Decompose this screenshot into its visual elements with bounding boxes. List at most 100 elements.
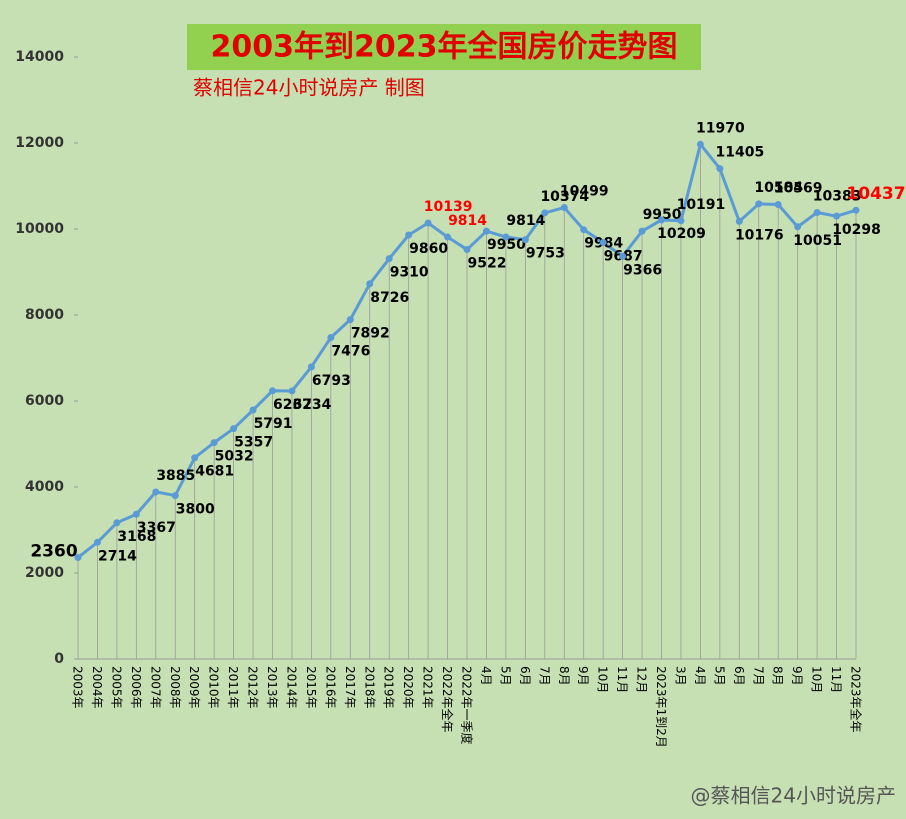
data-point bbox=[521, 236, 529, 244]
data-label: 10569 bbox=[774, 181, 823, 197]
data-label: 2714 bbox=[98, 548, 137, 564]
data-label: 10499 bbox=[560, 184, 609, 200]
x-tick-label: 2013年 bbox=[265, 666, 279, 709]
data-point bbox=[813, 209, 821, 217]
y-tick-label: 0 bbox=[54, 651, 64, 667]
data-point bbox=[366, 280, 374, 288]
data-label: 6793 bbox=[312, 373, 351, 389]
data-point bbox=[288, 387, 296, 395]
x-tick-label: 5月 bbox=[498, 666, 512, 686]
data-label: 9860 bbox=[409, 241, 448, 257]
data-point bbox=[346, 316, 354, 324]
y-tick-label: 14000 bbox=[15, 49, 64, 65]
data-label: 10374 bbox=[540, 189, 589, 205]
data-point bbox=[444, 233, 452, 241]
y-tick-label: 4000 bbox=[25, 479, 64, 495]
data-point bbox=[735, 217, 743, 225]
x-tick-label: 2019年 bbox=[382, 666, 396, 709]
data-label: 9310 bbox=[390, 265, 429, 281]
x-tick-label: 2017年 bbox=[343, 666, 357, 709]
x-tick-label: 11月 bbox=[829, 666, 843, 693]
data-point bbox=[269, 387, 276, 395]
data-label: 3168 bbox=[117, 529, 156, 545]
x-tick-label: 4月 bbox=[479, 666, 493, 686]
x-tick-label: 2008年 bbox=[168, 666, 182, 709]
data-point bbox=[113, 519, 121, 527]
x-tick-label: 2021年 bbox=[421, 666, 435, 709]
data-point bbox=[541, 209, 549, 217]
data-point bbox=[230, 425, 238, 433]
data-label: 9814 bbox=[448, 213, 487, 229]
x-tick-label: 2016年 bbox=[323, 666, 337, 709]
data-point bbox=[171, 492, 179, 500]
data-point bbox=[132, 510, 140, 518]
data-label: 11970 bbox=[696, 120, 745, 136]
data-point bbox=[833, 212, 841, 220]
data-point bbox=[658, 216, 665, 224]
data-label: 9950 bbox=[487, 237, 526, 253]
x-tick-label: 9月 bbox=[576, 666, 590, 686]
y-tick-label: 6000 bbox=[25, 393, 64, 409]
x-tick-label: 3月 bbox=[673, 666, 687, 686]
x-tick-label: 5月 bbox=[712, 666, 726, 686]
data-point bbox=[385, 255, 393, 263]
x-tick-label: 6月 bbox=[732, 666, 746, 686]
x-tick-label: 10月 bbox=[810, 666, 824, 693]
data-label: 10383 bbox=[813, 189, 862, 205]
data-point bbox=[249, 406, 257, 414]
data-point bbox=[191, 454, 199, 462]
x-tick-label: 2022年一季度 bbox=[460, 666, 475, 745]
data-label: 6234 bbox=[292, 397, 331, 413]
data-label: 7476 bbox=[331, 344, 370, 360]
data-point bbox=[716, 165, 724, 173]
data-label: 9522 bbox=[468, 256, 507, 272]
data-label: 10298 bbox=[832, 222, 881, 238]
data-point bbox=[424, 219, 432, 227]
x-tick-label: 8月 bbox=[557, 666, 571, 686]
x-tick-label: 2011年 bbox=[226, 666, 240, 709]
y-tick-label: 8000 bbox=[25, 307, 64, 323]
data-point bbox=[152, 488, 160, 496]
data-point bbox=[327, 334, 335, 342]
x-tick-label: 2022年全年 bbox=[440, 666, 455, 733]
data-point bbox=[794, 223, 802, 231]
y-tick-label: 2000 bbox=[25, 565, 64, 581]
data-point bbox=[482, 227, 490, 235]
data-label: 9814 bbox=[506, 213, 545, 229]
data-label: 10191 bbox=[677, 197, 726, 213]
data-point bbox=[307, 363, 315, 371]
chart-title: 2003年到2023年全国房价走势图 bbox=[211, 30, 678, 65]
x-tick-label: 7月 bbox=[751, 666, 765, 686]
data-label: 11405 bbox=[715, 145, 764, 161]
data-point bbox=[502, 233, 510, 241]
data-point bbox=[210, 439, 218, 447]
x-tick-label: 12月 bbox=[635, 666, 649, 693]
data-point bbox=[93, 538, 101, 546]
data-point bbox=[619, 252, 627, 260]
x-tick-label: 2009年 bbox=[187, 666, 201, 709]
data-label: 3800 bbox=[176, 502, 215, 518]
x-tick-label: 2004年 bbox=[90, 666, 104, 709]
data-point bbox=[580, 226, 588, 234]
data-label: 10209 bbox=[657, 226, 706, 242]
data-point bbox=[74, 554, 82, 562]
y-tick-label: 12000 bbox=[15, 135, 64, 151]
data-point bbox=[638, 227, 646, 235]
data-label: 10176 bbox=[735, 227, 784, 243]
data-label: 3885 bbox=[156, 468, 195, 484]
y-tick-label: 10000 bbox=[15, 221, 64, 237]
data-label: 10139 bbox=[424, 199, 473, 215]
data-label: 10051 bbox=[793, 233, 842, 249]
data-label: 6237 bbox=[273, 397, 312, 413]
data-point bbox=[405, 231, 413, 239]
chart-subtitle: 蔡相信24小时说房产 制图 bbox=[193, 76, 425, 100]
data-label: 9366 bbox=[623, 262, 662, 278]
data-label: 4681 bbox=[195, 464, 234, 480]
data-point bbox=[463, 246, 471, 254]
x-tick-label: 4月 bbox=[693, 666, 707, 686]
x-tick-label: 2018年 bbox=[362, 666, 376, 709]
data-point bbox=[774, 201, 782, 209]
data-label: 10437 bbox=[846, 184, 905, 204]
x-tick-label: 2012年 bbox=[246, 666, 260, 709]
x-tick-label: 2007年 bbox=[148, 666, 162, 709]
